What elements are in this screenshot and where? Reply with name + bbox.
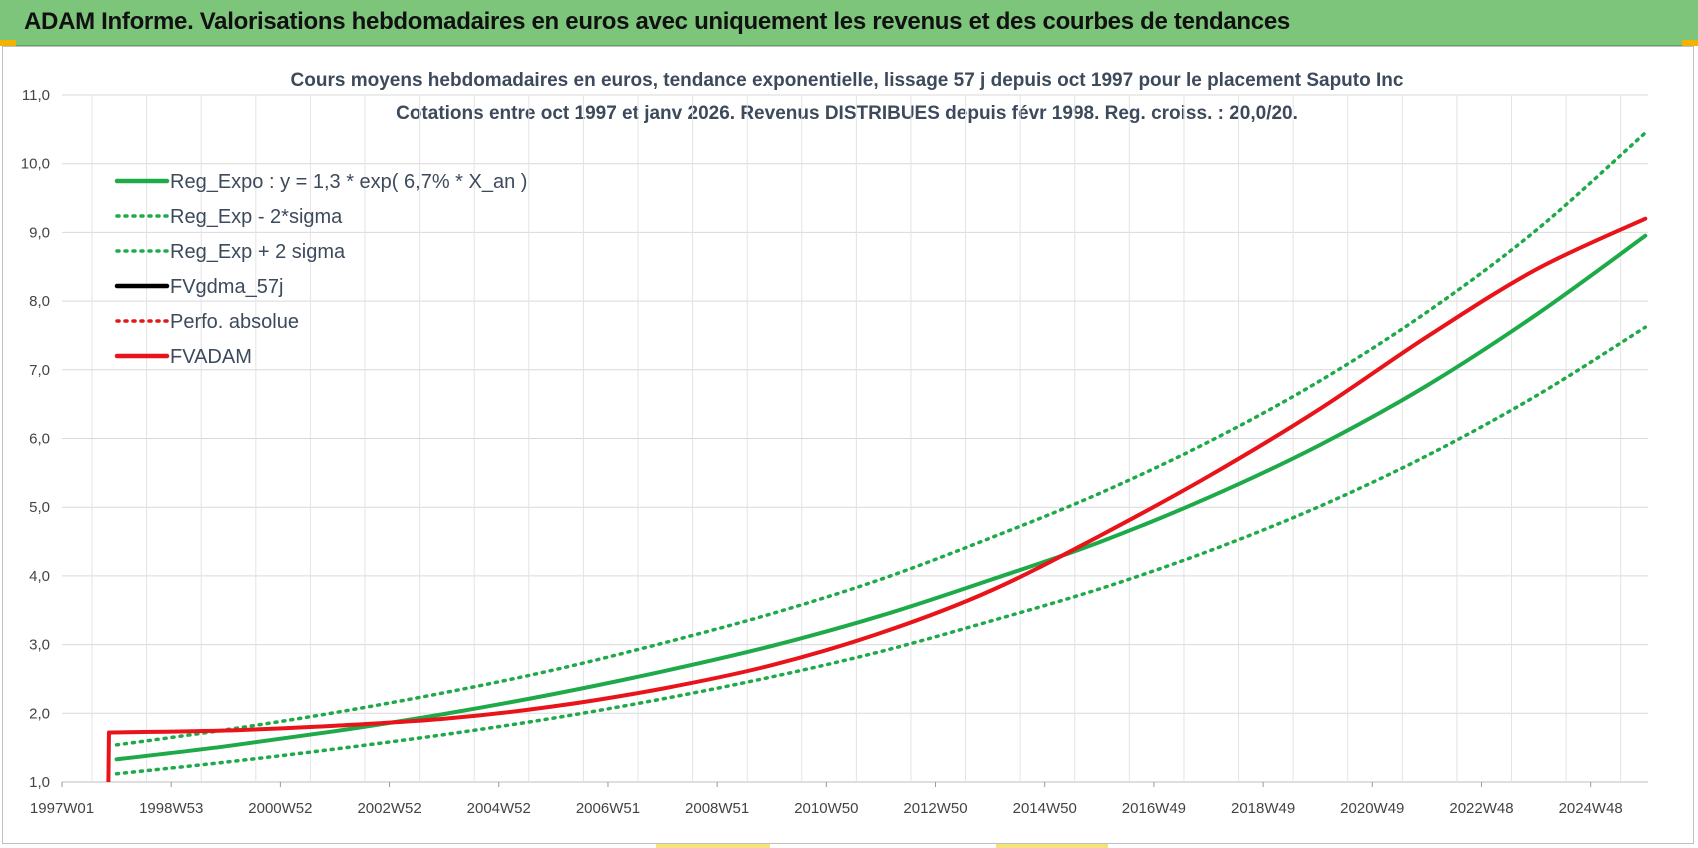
- corner-mark-left: [0, 40, 16, 46]
- series-reg-exp-2-sigma: [114, 325, 1648, 776]
- corner-mark-right: [1682, 40, 1698, 46]
- y-tick-label: 8,0: [29, 293, 50, 310]
- report-title: ADAM Informe. Valorisations hebdomadaire…: [24, 8, 1290, 35]
- y-tick-label: 3,0: [29, 637, 50, 654]
- series-fvadam-jump: [106, 732, 111, 783]
- x-tick-label: 2012W50: [903, 800, 967, 817]
- legend-label-fvadam: FVADAM: [170, 346, 252, 368]
- legend-label-reg-exp-2-sigma: Reg_Exp - 2*sigma: [170, 206, 343, 228]
- series-reg-expo-y-1-3-exp-6-7-x-an: [114, 233, 1648, 762]
- y-tick-label: 2,0: [29, 705, 50, 722]
- chart-title-line1: Cours moyens hebdomadaires en euros, ten…: [290, 70, 1404, 91]
- y-tick-label: 11,0: [22, 87, 50, 104]
- y-tick-label: 10,0: [21, 156, 50, 173]
- x-tick-label: 2020W49: [1340, 800, 1404, 817]
- y-tick-label: 1,0: [29, 774, 50, 791]
- y-tick-label: 6,0: [29, 431, 50, 448]
- x-tick-label: 1997W01: [30, 800, 94, 817]
- x-tick-label: 2018W49: [1231, 800, 1295, 817]
- series-fvadam-line: [107, 216, 1648, 735]
- chart-frame: [2, 46, 1694, 844]
- chart-title-line2: Cotations entre oct 1997 et janv 2026. R…: [396, 103, 1298, 124]
- x-tick-label: 2004W52: [467, 800, 531, 817]
- x-tick-label: 1998W53: [139, 800, 203, 817]
- report-banner: ADAM Informe. Valorisations hebdomadaire…: [0, 0, 1698, 46]
- footer-mark-1: [656, 844, 770, 848]
- series-reg-exp-2-sigma: [114, 131, 1648, 747]
- x-tick-label: 2006W51: [576, 800, 640, 817]
- y-tick-label: 5,0: [29, 499, 50, 516]
- x-tick-label: 2010W50: [794, 800, 858, 817]
- x-tick-label: 2008W51: [685, 800, 749, 817]
- y-tick-label: 7,0: [29, 362, 50, 379]
- legend-label-reg-exp-2-sigma: Reg_Exp + 2 sigma: [170, 241, 346, 263]
- legend-label-reg-expo-y-1-3-exp-6-7-x-an: Reg_Expo : y = 1,3 * exp( 6,7% * X_an ): [170, 171, 527, 193]
- x-tick-label: 2024W48: [1559, 800, 1623, 817]
- x-tick-label: 2000W52: [248, 800, 312, 817]
- footer-mark-2: [996, 844, 1108, 848]
- y-tick-label: 4,0: [29, 568, 50, 585]
- legend-label-fvgdma-57j: FVgdma_57j: [170, 276, 283, 298]
- x-tick-label: 2002W52: [357, 800, 421, 817]
- y-tick-label: 9,0: [29, 224, 50, 241]
- legend-label-perfo-absolue: Perfo. absolue: [170, 311, 299, 333]
- x-tick-label: 2022W48: [1449, 800, 1513, 817]
- x-tick-label: 2014W50: [1013, 800, 1077, 817]
- x-tick-label: 2016W49: [1122, 800, 1186, 817]
